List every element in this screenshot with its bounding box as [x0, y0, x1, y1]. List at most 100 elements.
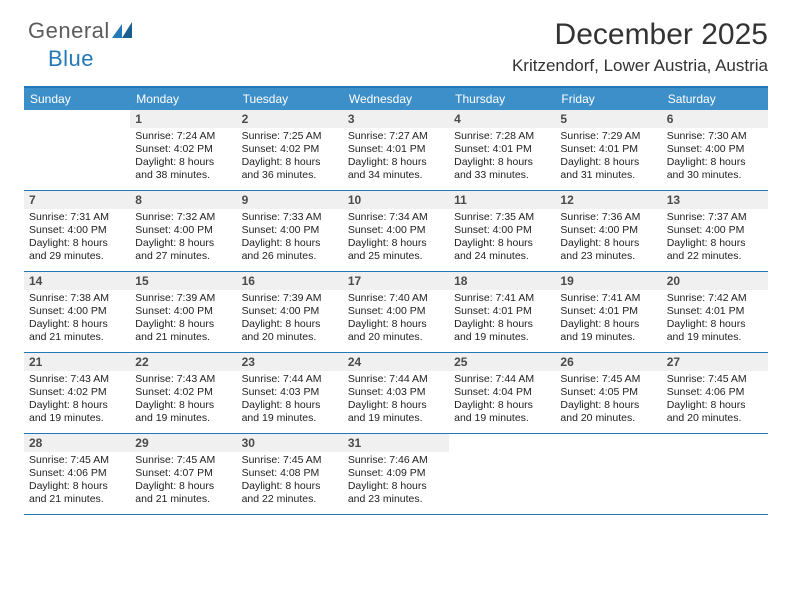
day-number-bar: 7: [24, 191, 130, 209]
day-body: Sunrise: 7:45 AMSunset: 4:07 PMDaylight:…: [135, 454, 231, 507]
day-number: 1: [135, 112, 231, 126]
day-cell: 15 Sunrise: 7:39 AMSunset: 4:00 PMDayligh…: [130, 272, 236, 352]
day-cell: 4 Sunrise: 7:28 AMSunset: 4:01 PMDaylight…: [449, 110, 555, 190]
day-cell: 16 Sunrise: 7:39 AMSunset: 4:00 PMDayligh…: [237, 272, 343, 352]
day-number: 21: [29, 355, 125, 369]
day-number-bar: 13: [662, 191, 768, 209]
day-body: Sunrise: 7:45 AMSunset: 4:06 PMDaylight:…: [667, 373, 763, 426]
day-body: Sunrise: 7:43 AMSunset: 4:02 PMDaylight:…: [135, 373, 231, 426]
day-number-bar: 1: [130, 110, 236, 128]
day-body: Sunrise: 7:39 AMSunset: 4:00 PMDaylight:…: [135, 292, 231, 345]
day-number: 13: [667, 193, 763, 207]
day-body: Sunrise: 7:36 AMSunset: 4:00 PMDaylight:…: [560, 211, 656, 264]
week-row: 28Sunrise: 7:45 AMSunset: 4:06 PMDayligh…: [24, 434, 768, 515]
day-cell: 26 Sunrise: 7:45 AMSunset: 4:05 PMDayligh…: [555, 353, 661, 433]
day-body: Sunrise: 7:30 AMSunset: 4:00 PMDaylight:…: [667, 130, 763, 183]
day-number: 17: [348, 274, 444, 288]
day-body: Sunrise: 7:42 AMSunset: 4:01 PMDaylight:…: [667, 292, 763, 345]
dow-cell: Tuesday: [237, 88, 343, 110]
day-body: Sunrise: 7:29 AMSunset: 4:01 PMDaylight:…: [560, 130, 656, 183]
day-cell: 22Sunrise: 7:43 AMSunset: 4:02 PMDayligh…: [130, 353, 236, 433]
day-number-bar: 9: [237, 191, 343, 209]
day-number: 2: [242, 112, 338, 126]
day-cell: 12 Sunrise: 7:36 AMSunset: 4:00 PMDayligh…: [555, 191, 661, 271]
day-number-bar: 25: [449, 353, 555, 371]
day-number-bar: 11: [449, 191, 555, 209]
day-cell: [24, 110, 130, 190]
day-body: Sunrise: 7:39 AMSunset: 4:00 PMDaylight:…: [242, 292, 338, 345]
location-text: Kritzendorf, Lower Austria, Austria: [512, 56, 768, 76]
day-number-bar: 4: [449, 110, 555, 128]
day-cell: 7Sunrise: 7:31 AMSunset: 4:00 PMDaylight…: [24, 191, 130, 271]
day-body: Sunrise: 7:46 AMSunset: 4:09 PMDaylight:…: [348, 454, 444, 507]
day-body: Sunrise: 7:43 AMSunset: 4:02 PMDaylight:…: [29, 373, 125, 426]
day-number: 10: [348, 193, 444, 207]
day-number: 7: [29, 193, 125, 207]
day-number: 19: [560, 274, 656, 288]
day-cell: 1 Sunrise: 7:24 AMSunset: 4:02 PMDaylight…: [130, 110, 236, 190]
day-number-bar: 19: [555, 272, 661, 290]
logo-mark-icon: [112, 18, 134, 44]
day-number-bar: 2: [237, 110, 343, 128]
day-number: 20: [667, 274, 763, 288]
day-number-bar: 14: [24, 272, 130, 290]
day-number-bar: 24: [343, 353, 449, 371]
day-number-bar: 23: [237, 353, 343, 371]
day-cell: [555, 434, 661, 514]
day-cell: 8 Sunrise: 7:32 AMSunset: 4:00 PMDaylight…: [130, 191, 236, 271]
day-cell: 14 Sunrise: 7:38 AMSunset: 4:00 PMDayligh…: [24, 272, 130, 352]
week-row: 14 Sunrise: 7:38 AMSunset: 4:00 PMDayligh…: [24, 272, 768, 353]
day-number: 12: [560, 193, 656, 207]
day-number-bar: 12: [555, 191, 661, 209]
day-number-bar: 31: [343, 434, 449, 452]
day-body: Sunrise: 7:34 AMSunset: 4:00 PMDaylight:…: [348, 211, 444, 264]
day-number-bar: 15: [130, 272, 236, 290]
day-cell: 11Sunrise: 7:35 AMSunset: 4:00 PMDayligh…: [449, 191, 555, 271]
day-body: Sunrise: 7:24 AMSunset: 4:02 PMDaylight:…: [135, 130, 231, 183]
dow-cell: Saturday: [662, 88, 768, 110]
day-number: 11: [454, 193, 550, 207]
day-number: 31: [348, 436, 444, 450]
day-cell: 28Sunrise: 7:45 AMSunset: 4:06 PMDayligh…: [24, 434, 130, 514]
day-number: 26: [560, 355, 656, 369]
day-body: Sunrise: 7:45 AMSunset: 4:06 PMDaylight:…: [29, 454, 125, 507]
day-number: 16: [242, 274, 338, 288]
header: General Blue December 2025 Kritzendorf, …: [24, 18, 768, 76]
day-number: 25: [454, 355, 550, 369]
day-body: Sunrise: 7:45 AMSunset: 4:05 PMDaylight:…: [560, 373, 656, 426]
day-cell: 20 Sunrise: 7:42 AMSunset: 4:01 PMDayligh…: [662, 272, 768, 352]
day-cell: 23Sunrise: 7:44 AMSunset: 4:03 PMDayligh…: [237, 353, 343, 433]
day-cell: 30Sunrise: 7:45 AMSunset: 4:08 PMDayligh…: [237, 434, 343, 514]
day-body: Sunrise: 7:33 AMSunset: 4:00 PMDaylight:…: [242, 211, 338, 264]
day-body: Sunrise: 7:28 AMSunset: 4:01 PMDaylight:…: [454, 130, 550, 183]
brand-name: General Blue: [28, 18, 134, 72]
day-number: 27: [667, 355, 763, 369]
day-cell: 2Sunrise: 7:25 AMSunset: 4:02 PMDaylight…: [237, 110, 343, 190]
day-number: 5: [560, 112, 656, 126]
day-body: Sunrise: 7:44 AMSunset: 4:03 PMDaylight:…: [348, 373, 444, 426]
dow-cell: Friday: [555, 88, 661, 110]
day-body: Sunrise: 7:41 AMSunset: 4:01 PMDaylight:…: [560, 292, 656, 345]
day-cell: [449, 434, 555, 514]
day-cell: 21 Sunrise: 7:43 AMSunset: 4:02 PMDayligh…: [24, 353, 130, 433]
day-body: Sunrise: 7:38 AMSunset: 4:00 PMDaylight:…: [29, 292, 125, 345]
brand-logo: General Blue: [24, 18, 134, 72]
day-number-bar: 27: [662, 353, 768, 371]
week-row: 1 Sunrise: 7:24 AMSunset: 4:02 PMDaylight…: [24, 110, 768, 191]
day-cell: 25Sunrise: 7:44 AMSunset: 4:04 PMDayligh…: [449, 353, 555, 433]
week-row: 7Sunrise: 7:31 AMSunset: 4:00 PMDaylight…: [24, 191, 768, 272]
day-number: 18: [454, 274, 550, 288]
day-body: Sunrise: 7:32 AMSunset: 4:00 PMDaylight:…: [135, 211, 231, 264]
day-number-bar: 16: [237, 272, 343, 290]
day-cell: 5 Sunrise: 7:29 AMSunset: 4:01 PMDaylight…: [555, 110, 661, 190]
day-number-bar: 10: [343, 191, 449, 209]
day-number-bar: 17: [343, 272, 449, 290]
day-cell: 31 Sunrise: 7:46 AMSunset: 4:09 PMDayligh…: [343, 434, 449, 514]
day-number: 4: [454, 112, 550, 126]
day-number: 29: [135, 436, 231, 450]
brand-name-2: Blue: [48, 46, 94, 71]
days-of-week-row: SundayMondayTuesdayWednesdayThursdayFrid…: [24, 88, 768, 110]
day-number: 8: [135, 193, 231, 207]
day-number-bar: 5: [555, 110, 661, 128]
day-cell: [662, 434, 768, 514]
